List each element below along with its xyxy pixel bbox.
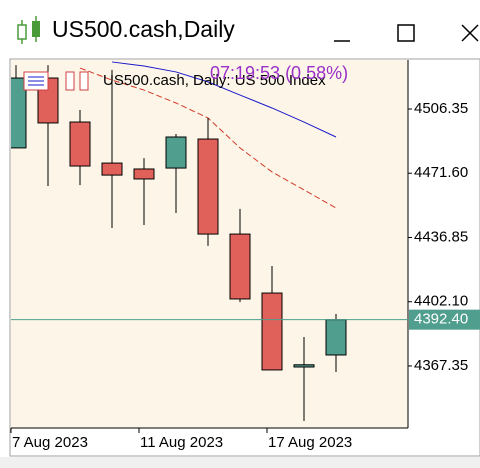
y-tick-label: 4471.60 bbox=[414, 164, 468, 181]
close-button[interactable] bbox=[461, 24, 479, 42]
y-tick-label: 4402.10 bbox=[414, 293, 468, 310]
window-title: US500.cash,Daily bbox=[52, 16, 235, 42]
current-price-label: 4392.40 bbox=[414, 311, 468, 328]
candle-body bbox=[197, 138, 219, 235]
candle-body bbox=[11, 77, 27, 149]
countdown-annotation: 07:19:53 (0.58%) bbox=[210, 63, 348, 83]
moving-average bbox=[79, 67, 337, 209]
candle-body bbox=[261, 292, 283, 371]
chart-header: US500.cash, Daily: US 500 Index bbox=[103, 72, 326, 89]
y-tick-label: 4367.35 bbox=[414, 357, 468, 374]
maximize-button[interactable] bbox=[397, 24, 415, 42]
candle-body bbox=[293, 364, 315, 368]
candle-body bbox=[229, 233, 251, 300]
status-strip bbox=[0, 457, 480, 468]
candle-body bbox=[69, 121, 91, 167]
app-icon bbox=[17, 16, 40, 44]
y-tick-label: 4506.35 bbox=[414, 100, 468, 117]
x-tick-label: 17 Aug 2023 bbox=[268, 434, 352, 451]
legend-icon bbox=[23, 71, 89, 91]
current-price-box bbox=[409, 309, 480, 330]
candle-body bbox=[165, 136, 187, 169]
y-tick-label: 4436.85 bbox=[414, 228, 468, 245]
plot-area bbox=[11, 60, 408, 428]
x-tick-label: 7 Aug 2023 bbox=[12, 434, 88, 451]
candle-body bbox=[325, 319, 347, 356]
x-tick-label: 11 Aug 2023 bbox=[140, 434, 223, 451]
moving-average bbox=[111, 61, 337, 138]
candle-body bbox=[101, 162, 123, 176]
candle-body bbox=[133, 168, 155, 180]
